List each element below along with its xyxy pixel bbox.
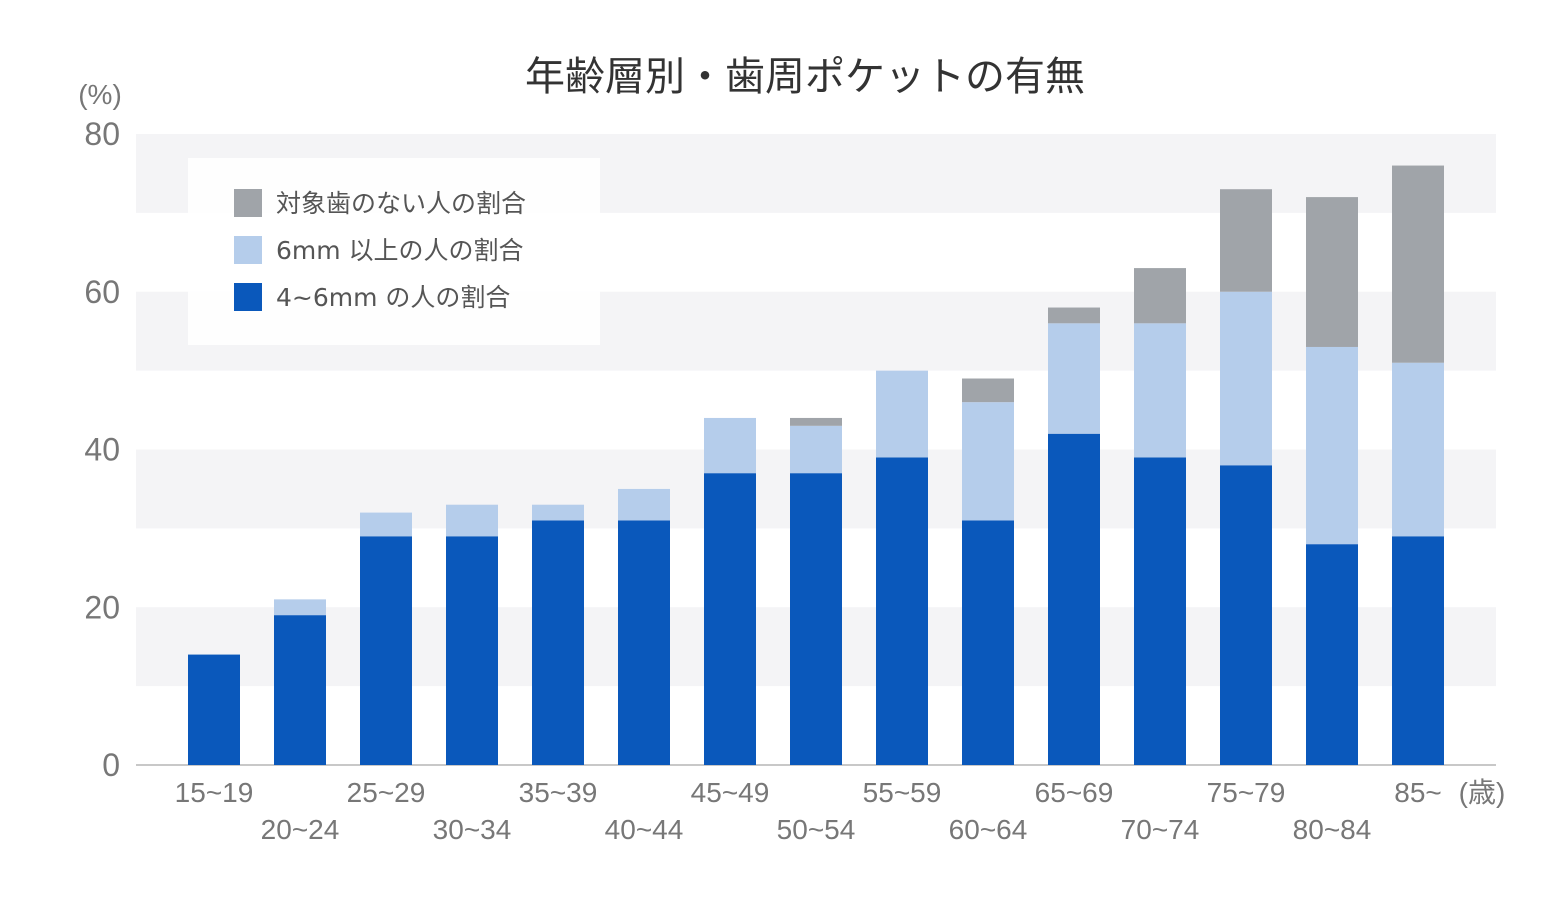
x-tick-labels: 15~1920~2425~2930~3435~3940~4445~4950~54… bbox=[175, 777, 1442, 845]
y-tick-label: 80 bbox=[84, 116, 120, 152]
bar-segment bbox=[1220, 465, 1272, 765]
bar-segment bbox=[1306, 544, 1358, 765]
bar-segment bbox=[1306, 346, 1358, 545]
bar-segment bbox=[790, 425, 842, 474]
bar-segment bbox=[532, 520, 584, 765]
chart-title: 年齢層別・歯周ポケットの有無 bbox=[525, 54, 1085, 100]
bar-segment bbox=[446, 536, 498, 765]
y-tick-label: 60 bbox=[84, 274, 120, 310]
x-tick-label: 35~39 bbox=[519, 777, 598, 808]
bar-segment bbox=[962, 402, 1014, 521]
bar-segment bbox=[360, 536, 412, 765]
y-tick-label: 0 bbox=[102, 747, 120, 783]
x-tick-label: 55~59 bbox=[863, 777, 942, 808]
bar-segment bbox=[962, 378, 1014, 403]
bar-segment bbox=[618, 488, 670, 521]
bar-segment bbox=[618, 520, 670, 765]
bar-segment bbox=[446, 504, 498, 537]
bar-segment bbox=[1048, 433, 1100, 765]
bar-segment bbox=[360, 512, 412, 537]
bar-segment bbox=[532, 504, 584, 521]
bar-segment bbox=[1220, 189, 1272, 292]
legend-swatch bbox=[234, 189, 262, 217]
bar-segment bbox=[1134, 323, 1186, 458]
y-axis-unit: (%) bbox=[78, 79, 122, 110]
bar-segment bbox=[876, 457, 928, 765]
x-axis-unit: (歳) bbox=[1459, 777, 1506, 808]
bar-segment bbox=[962, 520, 1014, 765]
x-tick-label: 45~49 bbox=[691, 777, 770, 808]
x-tick-label: 30~34 bbox=[433, 814, 512, 845]
y-ticks: 0 20 40 60 80 bbox=[84, 116, 120, 783]
x-tick-label: 80~84 bbox=[1293, 814, 1372, 845]
x-tick-label: 15~19 bbox=[175, 777, 254, 808]
legend-label: 対象歯のない人の割合 bbox=[276, 189, 526, 218]
x-tick-label: 60~64 bbox=[949, 814, 1028, 845]
bar-segment bbox=[274, 599, 326, 616]
legend-label: 4~6mm の人の割合 bbox=[276, 283, 510, 312]
bar-segment bbox=[1306, 197, 1358, 347]
y-tick-label: 20 bbox=[84, 589, 120, 625]
bars bbox=[188, 165, 1444, 765]
x-tick-label: 70~74 bbox=[1121, 814, 1200, 845]
legend-label: 6mm 以上の人の割合 bbox=[276, 236, 524, 265]
bar-segment bbox=[790, 473, 842, 765]
bar-segment bbox=[1134, 457, 1186, 765]
bar-segment bbox=[1392, 536, 1444, 765]
bar-segment bbox=[1048, 307, 1100, 324]
bar-segment bbox=[188, 654, 240, 765]
x-tick-label: 25~29 bbox=[347, 777, 426, 808]
x-tick-label: 65~69 bbox=[1035, 777, 1114, 808]
legend-swatch bbox=[234, 283, 262, 311]
bar-segment bbox=[1392, 165, 1444, 363]
legend: 対象歯のない人の割合 6mm 以上の人の割合 4~6mm の人の割合 bbox=[234, 189, 526, 312]
legend-swatch bbox=[234, 236, 262, 264]
bar-segment bbox=[790, 417, 842, 426]
bar-segment bbox=[1392, 362, 1444, 537]
x-tick-label: 40~44 bbox=[605, 814, 684, 845]
bar-segment bbox=[274, 615, 326, 765]
bar-segment bbox=[876, 370, 928, 458]
x-tick-label: 50~54 bbox=[777, 814, 856, 845]
bar-segment bbox=[1220, 291, 1272, 466]
bar-segment bbox=[704, 417, 756, 474]
y-tick-label: 40 bbox=[84, 432, 120, 468]
x-tick-label: 75~79 bbox=[1207, 777, 1286, 808]
x-tick-label: 85~ bbox=[1394, 777, 1442, 808]
x-tick-label: 20~24 bbox=[261, 814, 340, 845]
bar-segment bbox=[1134, 268, 1186, 324]
bar-segment bbox=[1048, 323, 1100, 434]
bar-segment bbox=[704, 473, 756, 765]
